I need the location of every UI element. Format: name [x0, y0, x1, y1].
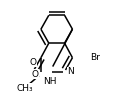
Text: Br: Br	[90, 53, 100, 62]
Text: O: O	[31, 70, 38, 79]
Text: NH: NH	[43, 77, 57, 86]
Text: CH₃: CH₃	[16, 84, 33, 93]
Text: O: O	[29, 58, 37, 67]
Text: N: N	[68, 67, 74, 76]
